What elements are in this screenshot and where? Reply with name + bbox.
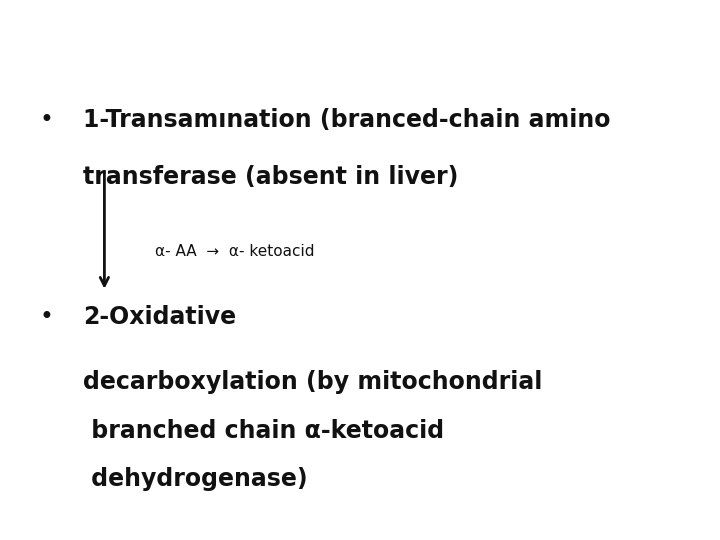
Text: 1-Transamınation (branced-chain amino: 1-Transamınation (branced-chain amino: [83, 108, 611, 132]
Text: •: •: [40, 305, 53, 329]
Text: decarboxylation (by mitochondrial: decarboxylation (by mitochondrial: [83, 370, 542, 394]
Text: branched chain α-ketoacid: branched chain α-ketoacid: [83, 418, 444, 442]
Text: •: •: [40, 108, 53, 132]
Text: α- AA  →  α- ketoacid: α- AA → α- ketoacid: [155, 244, 315, 259]
Text: transferase (absent in liver): transferase (absent in liver): [83, 165, 458, 188]
Text: dehydrogenase): dehydrogenase): [83, 467, 307, 491]
Text: 2-Oxidative: 2-Oxidative: [83, 305, 236, 329]
